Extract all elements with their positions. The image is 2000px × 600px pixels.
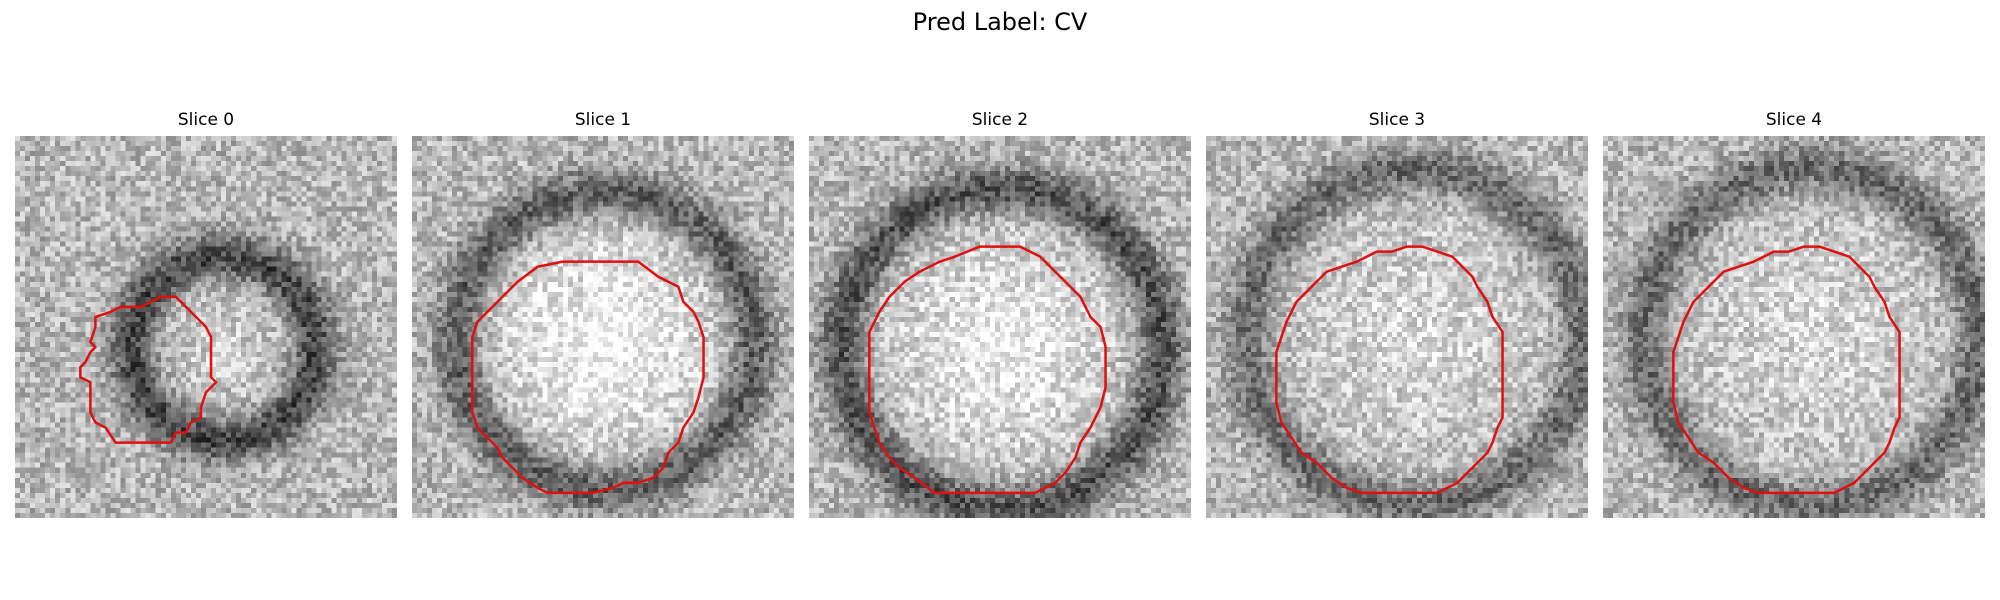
- mri-slice-image: [1603, 136, 1985, 518]
- slice-image-2: [809, 136, 1191, 518]
- slice-title: Slice 0: [177, 110, 235, 130]
- mri-slice-image: [1206, 136, 1588, 518]
- segmentation-contour: [1275, 245, 1504, 495]
- slice-panel-1: Slice 1: [412, 108, 794, 518]
- slice-title: Slice 2: [971, 110, 1029, 130]
- slice-title: Slice 3: [1368, 110, 1426, 130]
- slice-title: Slice 4: [1765, 110, 1823, 130]
- slice-image-0: [15, 136, 397, 518]
- contour-outline: [79, 295, 218, 444]
- segmentation-contour: [1672, 245, 1901, 495]
- slice-panel-2: Slice 2: [809, 108, 1191, 518]
- segmentation-contour: [868, 245, 1107, 495]
- contour-outline: [1275, 245, 1504, 495]
- slice-title: Slice 1: [574, 110, 632, 130]
- slice-panel-3: Slice 3: [1206, 108, 1588, 518]
- segmentation-contour: [79, 295, 218, 444]
- slice-image-3: [1206, 136, 1588, 518]
- contour-outline: [868, 245, 1107, 495]
- figure-title: Pred Label: CV: [912, 8, 1088, 36]
- segmentation-contour: [471, 260, 705, 495]
- slice-panel-4: Slice 4: [1603, 108, 1985, 518]
- slice-image-4: [1603, 136, 1985, 518]
- slice-panel-0: Slice 0: [15, 108, 397, 518]
- contour-outline: [471, 260, 705, 495]
- slice-image-1: [412, 136, 794, 518]
- contour-outline: [1672, 245, 1901, 495]
